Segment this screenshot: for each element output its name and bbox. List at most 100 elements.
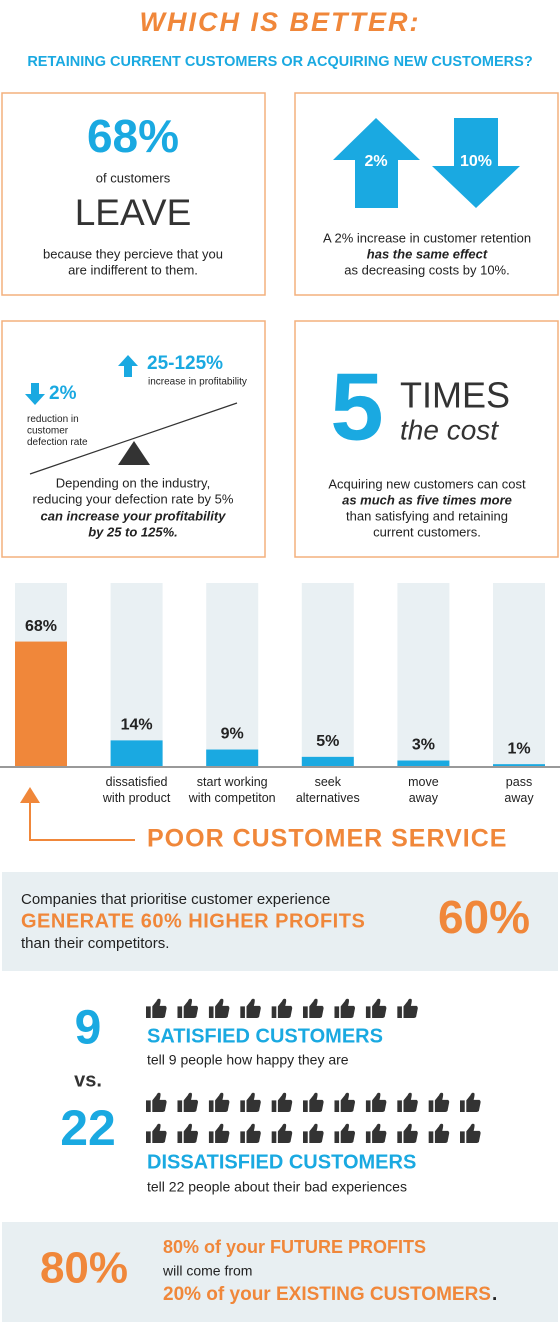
text: than their competitors. xyxy=(21,935,169,952)
value-label: 3% xyxy=(412,737,435,754)
stat: 2% xyxy=(49,383,77,404)
arrow-label: 2% xyxy=(364,153,387,170)
annotation: POOR CUSTOMER SERVICE xyxy=(147,825,507,853)
column-track xyxy=(206,583,259,766)
column-track xyxy=(301,583,354,766)
thumb-icon xyxy=(334,1092,356,1112)
thumb-icon xyxy=(365,998,387,1018)
column-track xyxy=(493,583,545,766)
down-arrow xyxy=(25,383,45,405)
headline: LEAVE xyxy=(75,192,192,233)
thumb-icon xyxy=(460,1123,481,1143)
headline: DISSATISFIED CUSTOMERS xyxy=(147,1151,416,1173)
up-arrow xyxy=(118,355,138,377)
text: as decreasing costs by 10%. xyxy=(344,262,509,277)
x-tick-label: dissatisfied with product xyxy=(102,775,171,805)
x-tick-label: pass away xyxy=(504,775,534,805)
thumb-icon xyxy=(365,1123,387,1143)
text: because they percieve that you xyxy=(43,246,223,261)
stat: 9 xyxy=(75,1002,102,1055)
headline: TIMES xyxy=(400,375,510,416)
thumb-icon xyxy=(428,1092,450,1112)
thumb-icon xyxy=(303,1092,324,1112)
thumb-icon xyxy=(271,998,293,1018)
text: tell 22 people about their bad experienc… xyxy=(147,1179,407,1195)
caption: reduction in customer defection rate xyxy=(27,414,88,448)
headline: 20% of your EXISTING CUSTOMERS xyxy=(163,1284,491,1305)
headline: 80% of your FUTURE PROFITS xyxy=(163,1237,426,1257)
text: current customers. xyxy=(373,524,481,539)
thumb-icon xyxy=(397,1092,418,1112)
thumb-icon xyxy=(460,1092,481,1112)
text: by 25 to 125%. xyxy=(88,524,178,539)
value-label: 5% xyxy=(316,733,339,750)
thumb-icon xyxy=(146,1123,167,1143)
band xyxy=(2,1222,558,1322)
thumb-icon xyxy=(240,998,261,1018)
thumb-icon xyxy=(271,1123,293,1143)
pointer-arrow xyxy=(20,787,40,803)
x-tick-label: move away xyxy=(408,775,439,805)
value-label: 9% xyxy=(221,726,244,743)
headline: GENERATE 60% HIGHER PROFITS xyxy=(21,910,365,932)
thumb-icon xyxy=(334,998,356,1018)
arrow-label: 10% xyxy=(460,153,492,170)
value-label: 1% xyxy=(507,740,530,757)
stat: 5 xyxy=(330,353,383,460)
text: of customers xyxy=(96,170,171,185)
band xyxy=(2,872,558,971)
thumb-icon xyxy=(428,1123,450,1143)
thumb-icon xyxy=(397,1123,418,1143)
stat: 68% xyxy=(87,110,179,162)
text: tell 9 people how happy they are xyxy=(147,1052,349,1068)
text: can increase your profitability xyxy=(41,508,227,523)
stat: 22 xyxy=(60,1100,116,1156)
subtitle: RETAINING CURRENT CUSTOMERS OR ACQUIRING… xyxy=(27,54,533,70)
thumb-icon xyxy=(146,998,167,1018)
bar xyxy=(110,740,163,766)
thumb-icon xyxy=(397,998,418,1018)
value-label: 14% xyxy=(121,717,153,734)
thumb-icon xyxy=(303,1123,324,1143)
thumb-icon xyxy=(303,998,324,1018)
headline: SATISFIED CUSTOMERS xyxy=(147,1025,383,1047)
text: Acquiring new customers can cost xyxy=(328,476,526,491)
title: WHICH IS BETTER: xyxy=(140,7,421,37)
column-track xyxy=(397,583,450,766)
text: A 2% increase in customer retention xyxy=(323,230,531,245)
stat: 80% xyxy=(40,1244,128,1293)
pointer-line xyxy=(29,803,135,841)
thumb-icon xyxy=(208,1123,230,1143)
thumb-icon xyxy=(208,1092,230,1112)
x-tick-label: start working with competiton xyxy=(188,775,276,805)
bar xyxy=(493,764,545,766)
bar-chart: 68% 14% dissatisfied with product 9% start wo… xyxy=(15,583,545,805)
text: has the same effect xyxy=(367,246,488,261)
thumb-icon xyxy=(177,1092,199,1112)
thumb-icon xyxy=(271,1092,293,1112)
thumb-icon xyxy=(146,1092,167,1112)
fulcrum xyxy=(118,441,150,465)
thumb-icon xyxy=(334,1123,356,1143)
thumb-icon xyxy=(365,1092,387,1112)
thumb-icon xyxy=(208,998,230,1018)
seesaw xyxy=(29,402,238,475)
column-track xyxy=(110,583,163,766)
stat: 60% xyxy=(438,891,530,943)
text: than satisfying and retaining xyxy=(346,508,508,523)
value-label: 68% xyxy=(25,618,57,635)
up-arrow xyxy=(333,118,420,208)
panel xyxy=(294,320,559,558)
panel xyxy=(1,92,266,296)
text: will come from xyxy=(162,1263,252,1279)
text: reducing your defection rate by 5% xyxy=(33,491,234,506)
text: Companies that prioritise customer exper… xyxy=(21,891,330,908)
headline: the cost xyxy=(400,414,499,445)
stat: 25-125% xyxy=(147,353,223,374)
thumb-icon xyxy=(240,1123,261,1143)
bar xyxy=(301,756,354,766)
thumb-icon xyxy=(240,1092,261,1112)
thumb-icon xyxy=(177,1123,199,1143)
down-arrow xyxy=(432,118,520,208)
